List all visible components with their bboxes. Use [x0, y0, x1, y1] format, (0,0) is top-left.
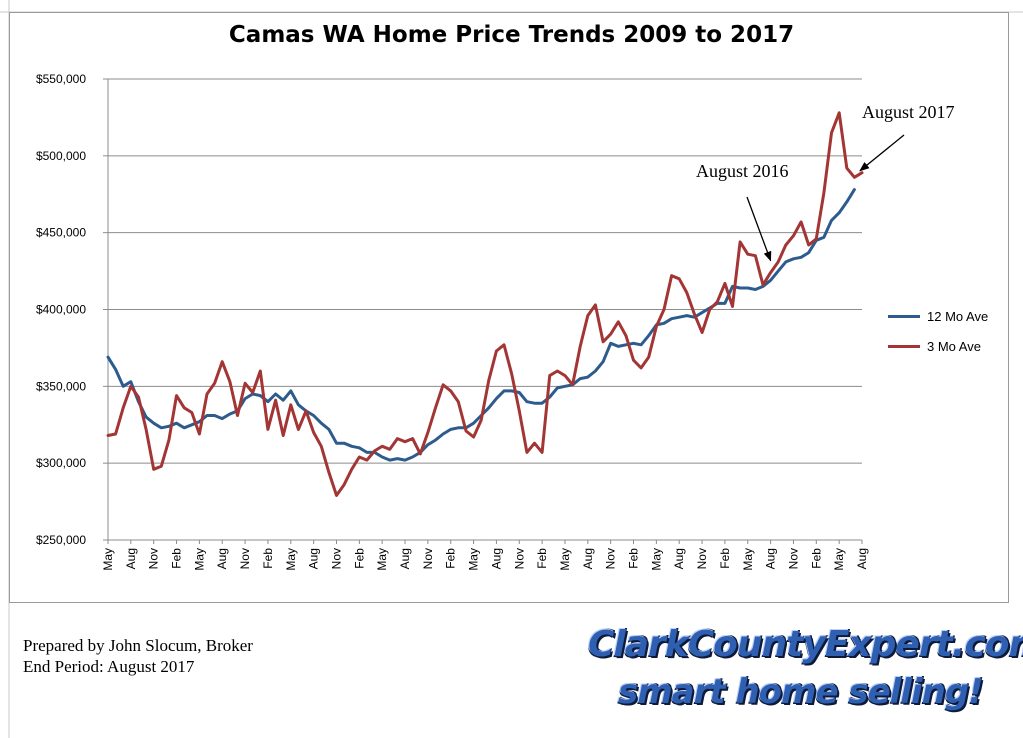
x-tick-label: Nov — [512, 548, 526, 569]
legend-item-3-mo-ave: 3 Mo Ave — [888, 339, 981, 354]
series-lines — [106, 111, 864, 497]
x-tick-label: Aug — [215, 548, 229, 569]
x-tick-label: May — [558, 548, 572, 571]
x-tick-label: Feb — [718, 548, 732, 569]
gridlines — [108, 78, 862, 541]
x-tick-label: May — [101, 548, 115, 571]
x-tick-label: Feb — [170, 548, 184, 569]
y-tick-label: $350,000 — [36, 379, 86, 393]
x-tick-label: Nov — [238, 548, 252, 569]
x-tick-label: Nov — [786, 548, 800, 569]
arrow-august-2016 — [746, 196, 772, 262]
x-tick-label: Feb — [444, 548, 458, 569]
x-tick-label: Aug — [489, 548, 503, 569]
x-tick-label: Aug — [124, 548, 138, 569]
y-tick-label: $550,000 — [36, 72, 86, 86]
chart-title: Camas WA Home Price Trends 2009 to 2017 — [228, 22, 795, 48]
x-tick-label: May — [832, 548, 846, 571]
x-tick-label: Feb — [627, 548, 641, 569]
y-tick-label: $500,000 — [36, 149, 86, 163]
y-tick-label: $450,000 — [36, 226, 86, 240]
x-tick-label: Feb — [352, 548, 366, 569]
x-tick-label: Feb — [261, 548, 275, 569]
x-tick-labels: May Aug Nov Feb May Aug Nov Feb May Aug Nov Feb May A… — [101, 548, 869, 571]
logo-line-1: ClarkCountyExpert.com — [588, 624, 1023, 665]
end-period: End Period: August 2017 — [23, 657, 195, 676]
annotation-august-2017: August 2017 — [862, 102, 955, 122]
x-tick-label: Aug — [307, 548, 321, 569]
arrow-august-2017 — [859, 134, 905, 172]
x-tick-label: May — [284, 548, 298, 571]
x-tick-label: Feb — [535, 548, 549, 569]
x-tick-label: May — [192, 548, 206, 571]
annotation-arrows — [746, 134, 905, 262]
legend-swatch-12-mo-ave — [888, 315, 920, 318]
x-tick-label: Aug — [581, 548, 595, 569]
x-tick-label: Feb — [809, 548, 823, 569]
x-tick-label: Aug — [672, 548, 686, 569]
x-tick-label: May — [467, 548, 481, 571]
footer-notes: Prepared by John Slocum, Broker End Peri… — [23, 635, 253, 677]
y-tick-label: $250,000 — [36, 533, 86, 547]
y-tick-label: $400,000 — [36, 303, 86, 317]
x-tick-label: Nov — [329, 548, 343, 569]
y-tick-label: $300,000 — [36, 456, 86, 470]
x-tick-label: Aug — [764, 548, 778, 569]
x-tick-label: Nov — [147, 548, 161, 569]
series-line-3-mo-ave — [106, 111, 864, 497]
axes — [103, 78, 863, 544]
x-tick-label: May — [649, 548, 663, 571]
x-tick-label: Nov — [421, 548, 435, 569]
legend-item-12-mo-ave: 12 Mo Ave — [888, 309, 988, 324]
y-tick-labels: $550,000 $500,000 $450,000 $400,000 $350,000… — [36, 72, 86, 547]
x-tick-label: Nov — [604, 548, 618, 569]
prepared-by: Prepared by John Slocum, Broker — [23, 636, 253, 655]
legend-label-3-mo-ave: 3 Mo Ave — [927, 339, 981, 354]
legend-swatch-3-mo-ave — [888, 345, 920, 348]
x-tick-label: Aug — [855, 548, 869, 569]
clark-county-expert-logo: ClarkCountyExpert.com smart home selling… — [588, 624, 1023, 724]
logo-line-2: smart home selling! — [618, 672, 984, 712]
x-tick-label: May — [741, 548, 755, 571]
legend-label-12-mo-ave: 12 Mo Ave — [927, 309, 989, 324]
x-tick-label: Aug — [398, 548, 412, 569]
x-tick-label: Nov — [695, 548, 709, 569]
chart-area — [9, 12, 1009, 603]
x-tick-label: May — [375, 548, 389, 571]
annotation-august-2016: August 2016 — [696, 161, 789, 181]
